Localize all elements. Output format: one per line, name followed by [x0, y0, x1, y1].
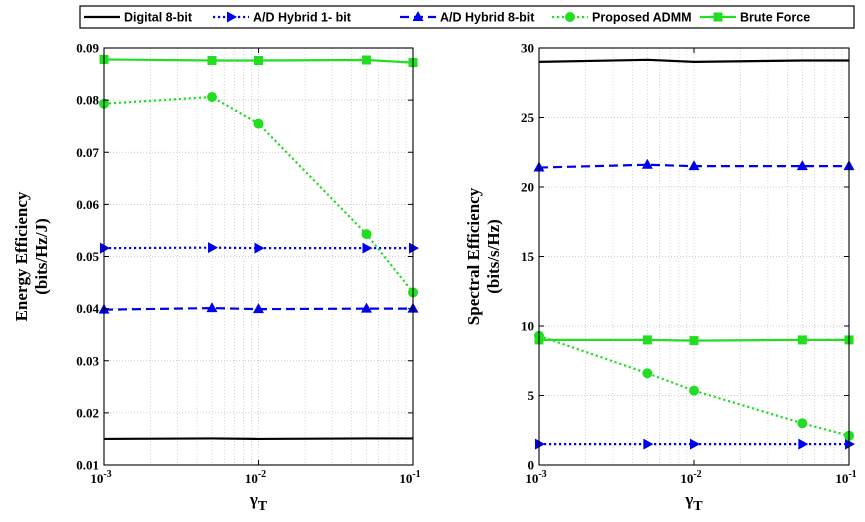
- y-tick-label: 10: [521, 319, 534, 334]
- data-point: [100, 242, 110, 254]
- x-axis-label: γT: [249, 490, 268, 514]
- x-tick-label: 10-3: [90, 469, 111, 486]
- y-tick-label: 0.06: [76, 197, 99, 212]
- legend-label: Brute Force: [740, 11, 810, 25]
- y-tick-label: 0.04: [76, 301, 99, 316]
- legend-item: Proposed ADMM: [552, 11, 692, 25]
- data-point: [362, 242, 373, 254]
- data-point: [253, 118, 264, 129]
- legend-label: A/D Hybrid 1- bit: [253, 11, 352, 25]
- x-tick-label: 10-2: [245, 469, 266, 486]
- series-line: [538, 334, 850, 437]
- data-point: [535, 438, 545, 450]
- series-line: [103, 246, 413, 250]
- legend-marker: [227, 11, 237, 23]
- energy-efficiency-chart: 0.01 0.02 0.03 0.04 0.05 0.06 0.07 0.08 0.09 10-3…: [12, 41, 421, 515]
- legend-marker: [565, 12, 575, 22]
- legend: Digital 8-bit A/D Hybrid 1- bit A/D Hybrid…: [79, 5, 855, 29]
- x-axis-label: γT: [684, 490, 703, 514]
- legend-label: Proposed ADMM: [592, 11, 692, 25]
- legend-marker: [713, 12, 723, 22]
- data-point: [642, 368, 653, 379]
- spectral-efficiency-chart: 0 5 10 15 20 25 30 10-3 10-2 10-1 γT Spectral Effic…: [464, 41, 857, 515]
- legend-item: A/D Hybrid 1- bit: [213, 11, 352, 25]
- series-line: [103, 437, 413, 441]
- data-point: [642, 335, 652, 345]
- data-point: [641, 158, 653, 169]
- x-tick-label: 10-1: [835, 469, 856, 486]
- legend-item: A/D Hybrid 8-bit: [400, 11, 535, 25]
- y-axis-label-unit: (bits/s/Hz): [484, 219, 503, 294]
- series: [538, 58, 849, 64]
- data-point: [361, 55, 371, 65]
- data-point: [796, 160, 808, 171]
- data-point: [207, 56, 217, 66]
- data-point: [845, 438, 855, 450]
- y-axis-label: Spectral Efficiency: [464, 187, 483, 325]
- y-tick-label: 0.07: [76, 145, 99, 160]
- y-axis-label-unit: (bits/Hz/J): [32, 218, 51, 295]
- data-point: [409, 242, 419, 254]
- data-point: [360, 302, 372, 313]
- data-point: [688, 160, 700, 171]
- y-tick-label: 0: [528, 458, 535, 473]
- data-point: [254, 242, 265, 254]
- data-point: [690, 438, 700, 450]
- y-tick-label: 0.08: [76, 93, 99, 108]
- y-tick-label: 5: [528, 388, 535, 403]
- x-tick-label: 10-1: [399, 469, 420, 486]
- data-point: [797, 335, 807, 345]
- series: [100, 242, 419, 254]
- legend-label: Digital 8-bit: [124, 11, 193, 25]
- data-point: [797, 418, 808, 429]
- data-point: [254, 56, 263, 66]
- y-axis-label: Energy Efficiency: [12, 191, 31, 321]
- legend-item: Digital 8-bit: [84, 11, 193, 25]
- y-tick-label: 0.03: [76, 353, 99, 368]
- y-tick-label: 15: [521, 249, 535, 264]
- data-point: [253, 303, 264, 314]
- x-tick-label: 10-2: [680, 469, 701, 486]
- data-point: [689, 336, 699, 346]
- data-point: [798, 438, 809, 450]
- series: [535, 438, 855, 450]
- legend-item: Brute Force: [700, 11, 810, 25]
- series: [99, 91, 418, 298]
- data-point: [206, 302, 218, 313]
- legend-label: A/D Hybrid 8-bit: [440, 11, 535, 25]
- legend-marker: [412, 11, 424, 21]
- data-point: [689, 385, 699, 396]
- legend-box: [79, 5, 855, 29]
- y-tick-label: 25: [521, 110, 535, 125]
- x-tick-label: 10-3: [525, 469, 546, 486]
- data-point: [207, 242, 218, 254]
- data-point: [206, 91, 217, 102]
- data-point: [361, 229, 372, 240]
- series: [103, 437, 413, 441]
- y-tick-label: 30: [521, 41, 534, 56]
- data-point: [643, 438, 654, 450]
- y-tick-label: 0.05: [76, 249, 99, 264]
- y-tick-label: 0.01: [76, 458, 99, 473]
- y-tick-label: 0.02: [76, 405, 99, 420]
- series-line: [538, 58, 849, 64]
- y-tick-label: 20: [521, 180, 534, 195]
- y-tick-label: 0.09: [76, 41, 99, 56]
